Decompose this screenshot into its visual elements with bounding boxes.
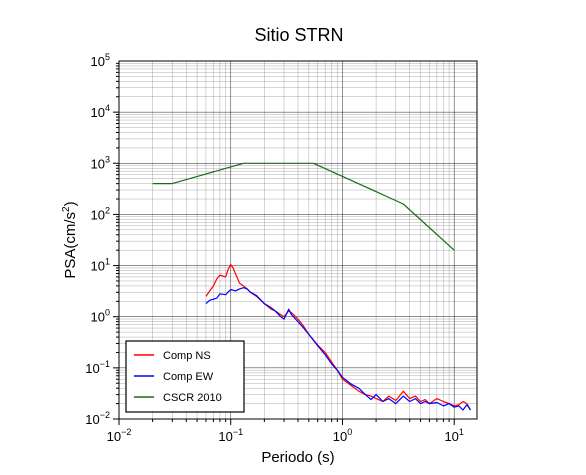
series-line-cscr-2010 — [152, 162, 455, 251]
series-line-comp-ns — [205, 263, 472, 411]
y-tick-label: 105 — [91, 52, 110, 69]
x-tick-label: 101 — [444, 427, 463, 444]
legend-label-cscr: CSCR 2010 — [163, 392, 222, 404]
y-tick-label: 10−2 — [85, 410, 110, 427]
x-axis-label: Periodo (s) — [261, 449, 334, 466]
y-tick-label: 101 — [91, 257, 110, 274]
y-tick-label: 103 — [91, 154, 110, 171]
axis-ticks: 10−2 10−1 100 101 10−2 10−1 100 101 102 103 104 105 — [85, 52, 464, 444]
x-tick-label: 100 — [333, 427, 352, 444]
y-tick-label: 104 — [91, 103, 110, 120]
y-axis-label-sup: 2 — [61, 206, 72, 212]
y-tick-label: 100 — [91, 308, 110, 325]
y-axis-label-base: PSA(cm/s — [62, 212, 79, 279]
y-axis-label: PSA(cm/s2) — [61, 201, 79, 278]
y-tick-label: 10−1 — [85, 359, 110, 376]
legend-label-ns: Comp NS — [163, 350, 211, 362]
legend: Comp NS Comp EW CSCR 2010 — [125, 340, 245, 413]
grid — [118, 61, 477, 420]
chart-title: Sitio STRN — [254, 25, 343, 45]
series-group — [152, 162, 472, 411]
x-tick-label: 10−1 — [218, 427, 243, 444]
legend-label-ew: Comp EW — [163, 371, 214, 383]
series-line-comp-ew — [205, 287, 471, 411]
y-tick-label: 102 — [91, 205, 110, 222]
x-tick-label: 10−2 — [107, 427, 132, 444]
y-axis-label-tail: ) — [62, 201, 79, 206]
